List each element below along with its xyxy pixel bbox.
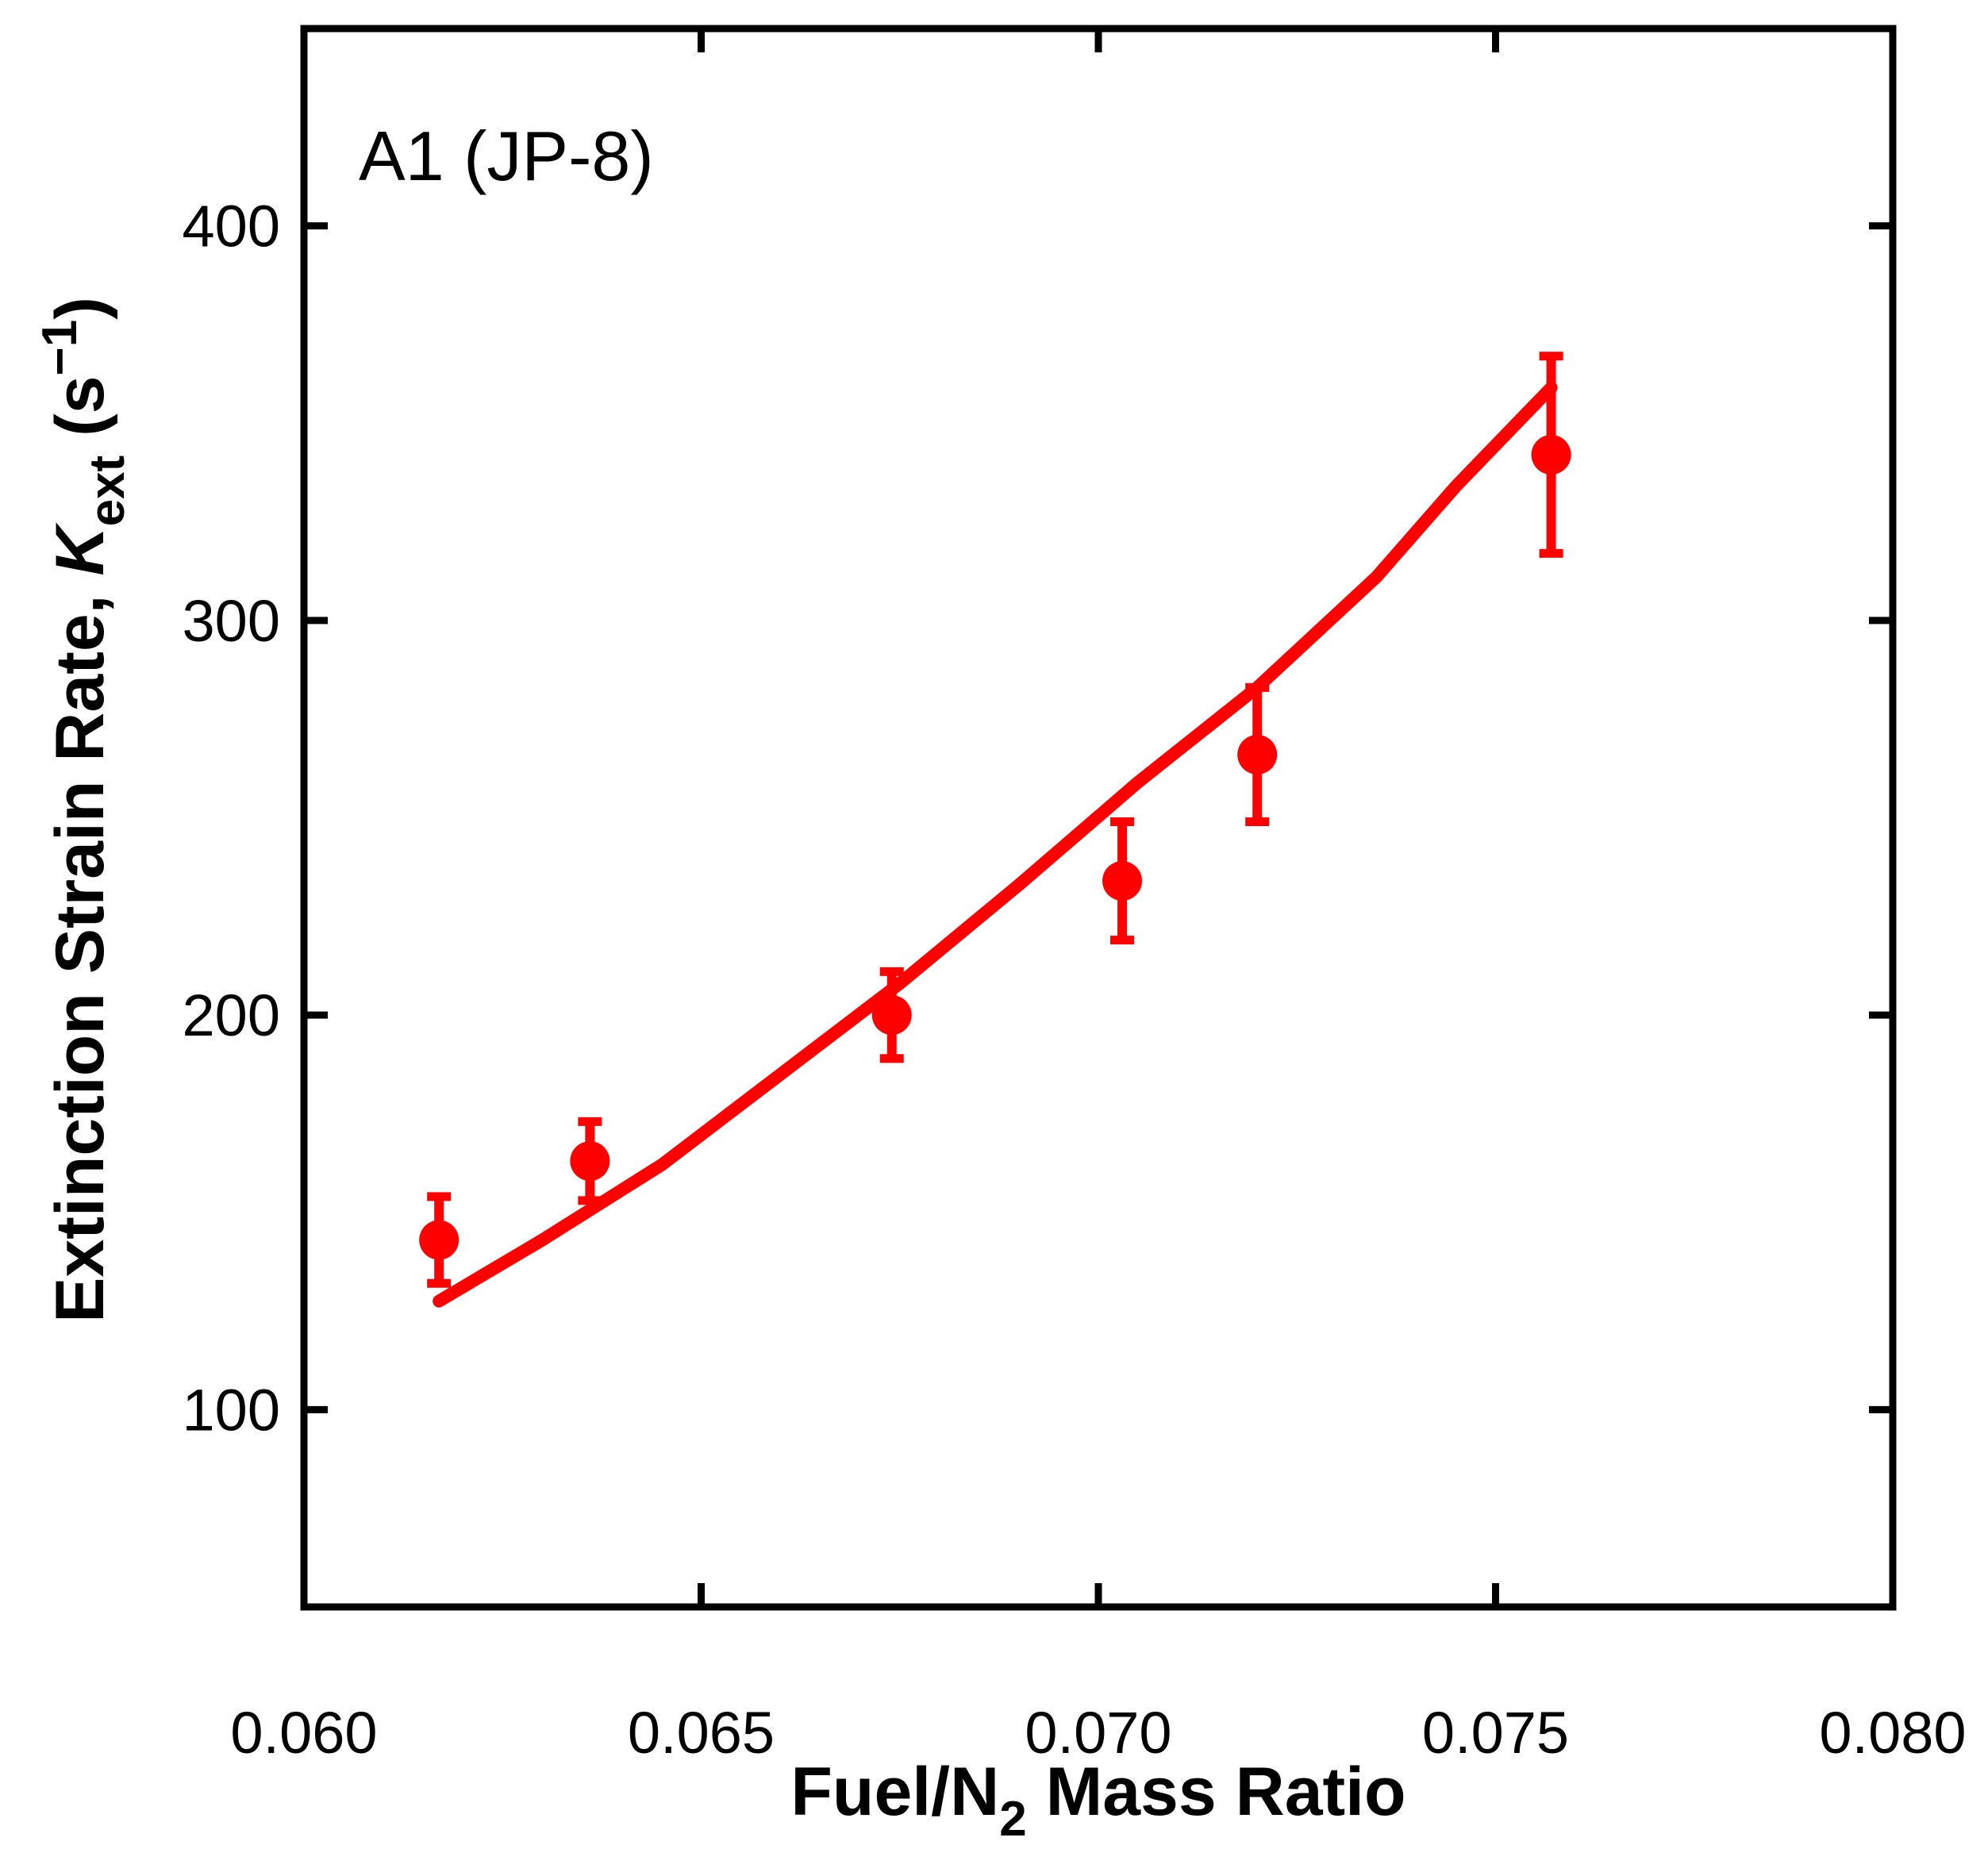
data-point-group (871, 967, 912, 1063)
data-point-marker (570, 1141, 610, 1182)
data-point-group (1531, 352, 1571, 558)
data-point-marker (1102, 861, 1143, 901)
y-tick-label: 300 (183, 588, 280, 654)
data-point-marker (1531, 435, 1571, 475)
axis-ticks (300, 29, 1897, 1607)
data-point-marker (871, 995, 912, 1036)
y-tick-label: 400 (183, 194, 280, 259)
x-tick-label: 0.060 (230, 1700, 377, 1766)
x-tick-label: 0.080 (1819, 1700, 1966, 1766)
data-point-marker (419, 1220, 460, 1260)
data-point-group (570, 1117, 610, 1205)
x-tick-label: 0.065 (628, 1700, 775, 1766)
data-point-group (1237, 682, 1278, 826)
data-point-group (1102, 817, 1143, 945)
x-tick-label: 0.070 (1025, 1700, 1171, 1766)
x-tick-label: 0.075 (1422, 1700, 1569, 1766)
tick-labels: 0.060 0.065 0.070 0.075 0.080 100 200 300 400 (183, 194, 1967, 1766)
data-point-group (419, 1192, 460, 1288)
y-tick-label: 100 (183, 1377, 280, 1443)
axis-titles: Fuel/N2 Mass Ratio Extinction Strain Rate… (33, 297, 1406, 1847)
panel-label: A1 (JP-8) (359, 117, 654, 195)
data-point-marker (1237, 734, 1278, 775)
y-axis-title: Extinction Strain Rate, Kext (s−1) (33, 297, 135, 1323)
x-axis-title: Fuel/N2 Mass Ratio (790, 1754, 1405, 1847)
y-tick-label: 200 (183, 982, 280, 1048)
data-series (419, 352, 1571, 1308)
fit-line (433, 381, 1558, 1308)
